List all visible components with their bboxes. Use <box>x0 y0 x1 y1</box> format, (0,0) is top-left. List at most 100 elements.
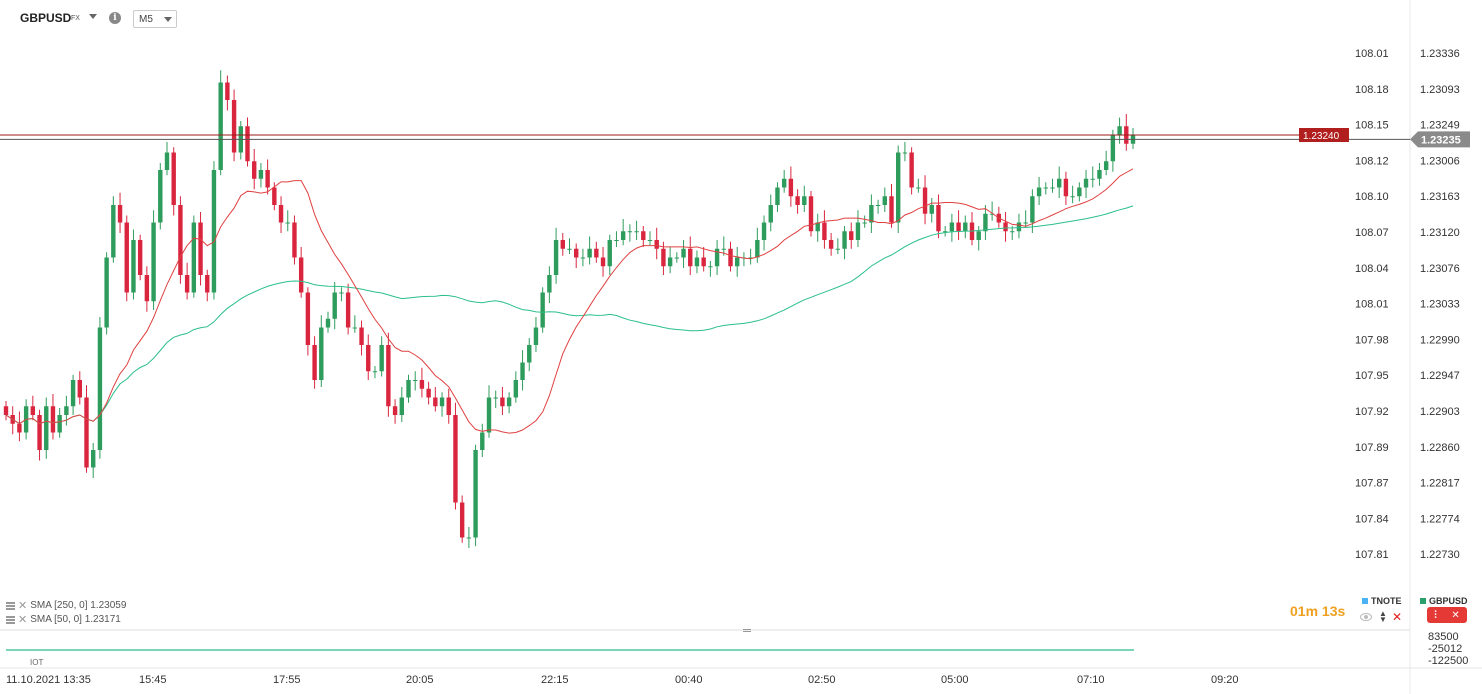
price-tags: 1.23240 1.23235 <box>1299 128 1470 148</box>
candle-body <box>151 222 156 302</box>
candle-body <box>654 240 659 249</box>
symbol-dropdown-icon[interactable] <box>89 14 97 19</box>
menu-icon[interactable] <box>6 615 15 624</box>
info-icon[interactable]: i <box>109 12 121 24</box>
candle-body <box>875 205 881 206</box>
timeframe-select[interactable]: M5 <box>133 10 177 28</box>
time-tick-label: 15:45 <box>139 674 167 686</box>
candle-body <box>285 222 290 224</box>
candle-body <box>50 406 56 433</box>
indicator-sma50[interactable]: ✕ SMA [50, 0] 1.23171 <box>6 614 121 625</box>
candle-body <box>1036 187 1042 197</box>
legend-tnote[interactable]: TNOTE <box>1362 596 1402 606</box>
tnote-tick-label: 107.87 <box>1355 478 1389 490</box>
candle-body <box>1110 135 1116 162</box>
candle-body <box>1003 222 1008 232</box>
close-icon[interactable]: ✕ <box>18 599 28 612</box>
candle-style-icon[interactable]: ⫶ <box>1434 609 1437 621</box>
candles-group <box>3 70 1136 548</box>
candle-body <box>869 205 874 223</box>
candle-body <box>312 345 317 380</box>
candle-body <box>272 187 277 205</box>
candle-body <box>694 257 700 267</box>
candle-body <box>97 327 103 450</box>
candle-body <box>1077 187 1082 197</box>
time-tick-label: 07:10 <box>1077 674 1105 686</box>
series-tools[interactable]: ⫶ ✕ <box>1427 607 1467 623</box>
candle-body <box>701 257 706 267</box>
close-icon[interactable]: ✕ <box>1392 610 1403 624</box>
price-tick-label: 1.23076 <box>1420 263 1460 275</box>
candle-body <box>748 257 753 259</box>
candle-body <box>359 327 364 345</box>
candle-body <box>755 240 760 258</box>
candle-body <box>647 240 653 241</box>
menu-icon[interactable] <box>6 601 15 610</box>
candle-body <box>567 248 572 250</box>
candle-body <box>721 248 726 250</box>
legend-gbpusd[interactable]: GBPUSD <box>1420 596 1468 606</box>
price-tick-label: 1.23120 <box>1420 227 1460 239</box>
candle-body <box>942 231 948 233</box>
candle-body <box>929 205 934 214</box>
price-tick-label: 1.23249 <box>1420 120 1460 132</box>
candle-body <box>386 345 391 407</box>
candle-body <box>1083 178 1089 188</box>
indicator-sma250[interactable]: ✕ SMA [250, 0] 1.23059 <box>6 600 126 611</box>
candle-body <box>835 248 841 250</box>
candle-body <box>298 257 304 293</box>
close-icon[interactable]: ✕ <box>18 613 28 626</box>
price-tick-label: 1.23163 <box>1420 191 1460 203</box>
hline-price-tag-bg <box>1299 128 1349 142</box>
price-tick-label: 1.22817 <box>1420 478 1460 490</box>
candle-body <box>674 257 680 259</box>
candle-body <box>144 275 150 302</box>
eye-icon[interactable] <box>1360 613 1372 621</box>
candle-body <box>728 248 733 267</box>
candle-body <box>178 205 183 275</box>
candle-body <box>614 240 619 241</box>
sub-panel: 83500-25012-122500 <box>6 631 1468 667</box>
candle-body <box>527 345 532 363</box>
candle-body <box>137 240 143 275</box>
candle-body <box>265 170 270 188</box>
candle-body <box>104 257 109 328</box>
candle-body <box>761 222 767 240</box>
candle-body <box>842 231 847 249</box>
symbol-name[interactable]: GBPUSD <box>20 11 72 25</box>
panel-resize-handle[interactable] <box>743 629 751 632</box>
price-tick-label: 1.23093 <box>1420 84 1460 96</box>
tnote-tick-label: 107.89 <box>1355 442 1389 454</box>
candle-body <box>553 240 559 275</box>
candle-body <box>822 222 827 240</box>
sort-icon[interactable]: ▲ ▼ <box>1379 609 1387 624</box>
candle-body <box>1016 222 1022 232</box>
candle-body <box>325 318 331 328</box>
candle-body <box>352 327 358 329</box>
candle-body <box>258 170 264 179</box>
candle-body <box>225 82 230 100</box>
candle-body <box>480 432 485 450</box>
close-icon[interactable]: ✕ <box>1451 609 1460 621</box>
candle-body <box>231 100 237 153</box>
price-tick-label: 1.23033 <box>1420 299 1460 311</box>
candle-body <box>164 152 170 170</box>
price-tick-label: 1.22730 <box>1420 549 1460 561</box>
candle-body <box>828 240 834 249</box>
candle-body <box>466 537 472 539</box>
sub-panel-tick-label: -25012 <box>1428 643 1462 655</box>
candle-body <box>426 388 431 398</box>
time-axis: 11.10.2021 13:35 15:45 17:55 20:05 22:15 00:4… <box>6 674 1239 686</box>
candle-body <box>433 397 438 407</box>
current-price-tag-bg <box>1410 131 1470 148</box>
candle-body <box>889 196 894 223</box>
candle-body <box>667 257 673 267</box>
price-tick-label: 1.22990 <box>1420 334 1460 346</box>
candle-body <box>1030 196 1035 223</box>
candle-body <box>520 362 525 380</box>
candle-body <box>111 205 116 258</box>
sub-panel-label: IOT <box>30 658 44 667</box>
candle-body <box>936 205 941 232</box>
